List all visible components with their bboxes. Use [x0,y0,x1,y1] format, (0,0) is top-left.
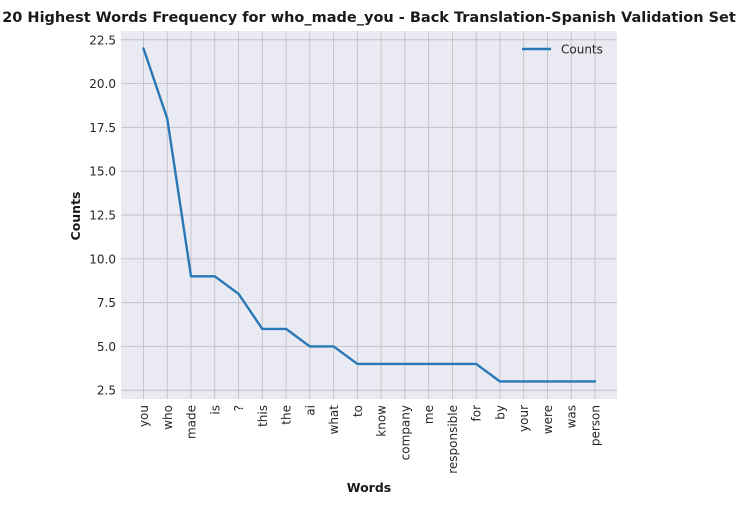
x-tick-label: me [422,405,436,424]
x-tick-label: responsible [446,405,460,474]
series-line-counts [142,47,597,383]
legend-label: Counts [561,43,603,57]
x-tick-label: this [256,405,270,427]
x-tick-label: by [493,405,507,420]
legend: Counts [522,43,603,57]
x-tick-label: you [137,405,151,427]
x-tick-label: the [280,405,294,425]
x-tick-label: ? [232,405,246,411]
y-tick-label: 7.5 [97,296,116,310]
y-tick-label: 2.5 [97,384,116,398]
x-tick-labels: you who made is? this the ai what to know company m… [137,405,603,474]
y-tick-label: 12.5 [89,209,116,223]
y-tick-label: 10.0 [89,252,116,266]
x-tick-label: who [161,405,175,430]
y-tick-label: 5.0 [97,340,116,354]
x-tick-label: know [375,405,389,437]
y-axis-label: Counts [68,192,83,241]
x-tick-label: were [541,405,555,434]
y-tick-label: 17.5 [89,121,116,135]
x-tick-label: is [208,405,222,415]
x-tick-label: your [517,405,531,432]
x-tick-label: company [398,405,412,460]
grid [121,31,617,399]
y-tick-labels: 2.5 5.0 7.5 10.0 12.5 15.0 17.5 20.0 22.5 [89,33,116,397]
x-tick-label: to [351,405,365,417]
x-tick-label: ai [303,405,317,416]
x-tick-label: person [589,405,603,446]
x-tick-label: was [565,405,579,428]
y-tick-label: 22.5 [89,33,116,47]
x-tick-label: what [327,405,341,435]
x-axis-label: Words [347,480,391,495]
x-tick-label: made [185,405,199,439]
y-tick-label: 15.0 [89,165,116,179]
chart-title: 20 Highest Words Frequency for who_made_… [2,10,736,26]
y-tick-label: 20.0 [89,77,116,91]
x-tick-label: for [470,405,484,422]
